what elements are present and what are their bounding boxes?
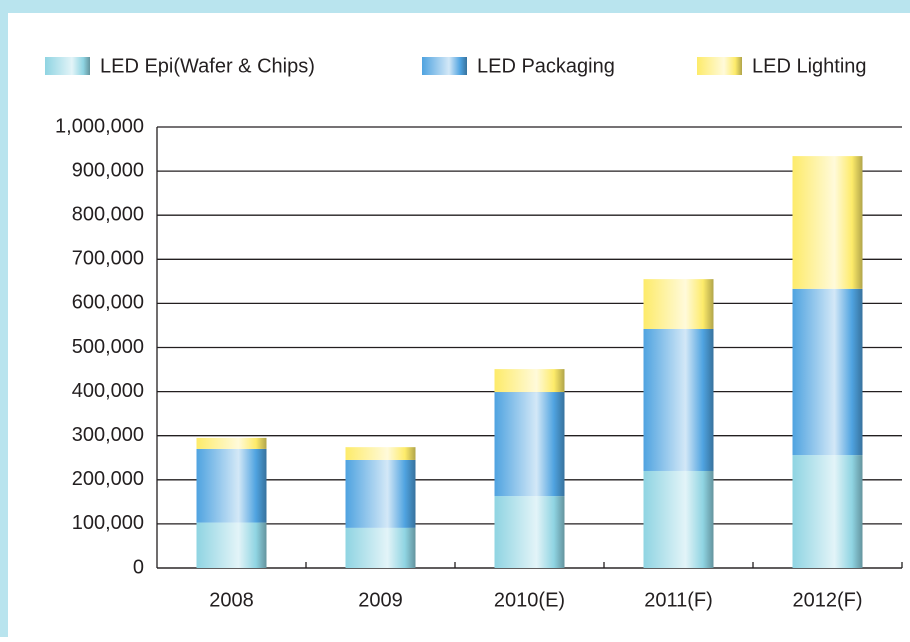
bar-segment [792, 455, 863, 568]
y-tick-label: 100,000 [72, 512, 144, 534]
bar-segment [792, 156, 863, 289]
bar-segment [196, 522, 267, 568]
legend-swatch [45, 57, 90, 75]
x-tick-label: 2012(F) [792, 589, 862, 611]
y-tick-label: 0 [133, 556, 144, 578]
legend-label: LED Packaging [477, 55, 615, 77]
x-tick-label: 2010(E) [494, 589, 565, 611]
y-tick-label: 800,000 [72, 203, 144, 225]
y-tick-label: 700,000 [72, 248, 144, 270]
bar-segment [792, 288, 863, 456]
bar-segment [345, 447, 416, 460]
legend-swatch [422, 57, 467, 75]
y-tick-label: 300,000 [72, 424, 144, 446]
y-tick-label: 200,000 [72, 468, 144, 490]
x-tick-label: 2009 [358, 589, 403, 611]
bar-segment [643, 328, 714, 471]
bar-segment [196, 448, 267, 523]
bar-segment [494, 392, 565, 497]
legend-label: LED Epi(Wafer & Chips) [100, 55, 315, 77]
panel [8, 13, 910, 637]
y-tick-label: 400,000 [72, 380, 144, 402]
bar-segment [643, 279, 714, 329]
y-tick-label: 500,000 [72, 336, 144, 358]
bar-segment [494, 496, 565, 568]
y-tick-label: 900,000 [72, 159, 144, 181]
legend-label: LED Lighting [752, 55, 867, 77]
y-tick-label: 600,000 [72, 292, 144, 314]
x-tick-label: 2008 [209, 589, 254, 611]
bar-segment [196, 437, 267, 449]
x-tick-label: 2011(F) [644, 589, 713, 611]
bar-segment [345, 459, 416, 528]
bar-segment [643, 470, 714, 568]
y-tick-label: 1,000,000 [55, 115, 144, 137]
bar-segment [345, 527, 416, 568]
bar-segment [494, 369, 565, 393]
legend-swatch [697, 57, 742, 75]
